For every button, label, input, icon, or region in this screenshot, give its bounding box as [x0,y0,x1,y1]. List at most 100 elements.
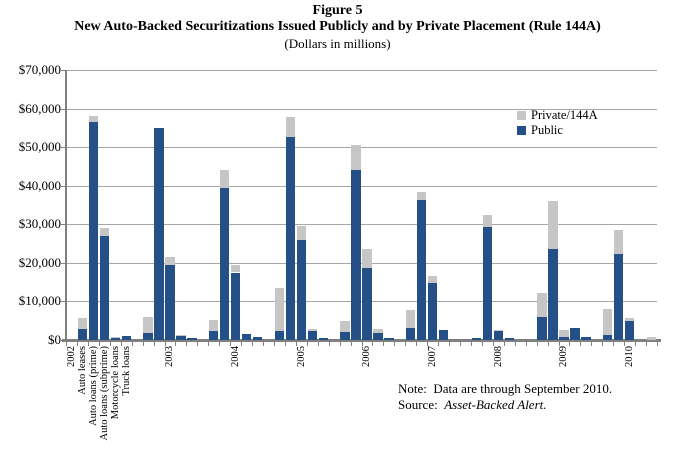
x-label-year-2008: 2008 [492,346,504,367]
x-tick-50 [613,342,614,346]
bar-private144a-2004-auto-leases [209,319,219,332]
figure-number: Figure 5 [312,3,363,18]
x-tick-10 [175,342,176,346]
bar-public-2002-auto-loans-subprime [99,235,110,340]
x-tick-17 [252,342,253,346]
x-tick-30 [394,342,395,346]
gridline-20000 [66,263,657,264]
bar-public-2009-auto-leases [537,316,547,340]
x-label-truck-loans: Truck loans [120,346,132,396]
note-label: Note: [398,381,427,396]
note-source-block: Note: Data are through September 2010. S… [398,381,612,413]
x-tick-29 [383,342,384,346]
x-tick-53 [646,342,647,346]
x-tick-16 [241,342,242,346]
bar-private144a-2003-auto-leases [143,316,153,334]
bar-public-2008-auto-leases [471,338,482,340]
x-tick-44 [548,342,549,346]
x-tick-4 [110,342,111,346]
bar-public-2004-truck-loans [252,336,263,340]
bar-public-2005-truck-loans [318,338,328,340]
bar-public-2005-auto-leases [274,330,285,340]
bar-public-2005-auto-loans-prime [285,137,296,340]
bar-public-2006-auto-loans-subprime [362,267,372,340]
x-tick-27 [362,342,363,346]
bar-private144a-2006-auto-loans-subprime [362,248,372,268]
bar-public-2009-auto-loans-prime [548,249,558,340]
bar-private144a-2002-auto-loans-prime [88,115,99,122]
x-label-year-2004: 2004 [230,346,242,367]
gridline-50000 [66,147,657,148]
x-tick-2 [88,342,89,346]
x-tick-3 [99,342,100,346]
y-tick-20000 [61,263,66,264]
bar-private144a-2009-auto-leases [537,292,547,317]
x-tick-51 [624,342,625,346]
x-tick-15 [230,342,231,346]
bar-public-2004-auto-loans-subprime [230,272,241,340]
bar-private144a-2009-auto-loans-subprime [559,330,569,338]
x-tick-34 [438,342,439,346]
x-tick-31 [405,342,406,346]
x-tick-21 [296,342,297,346]
bar-private144a-2009-auto-loans-prime [548,201,558,250]
bar-private144a-2002-auto-leases [77,317,88,330]
bar-public-2003-auto-leases [143,333,153,340]
bar-private144a-2004-auto-loans-subprime [230,264,241,273]
bar-private144a-2006-motorcycle-loans [373,329,383,334]
bar-public-2006-truck-loans [384,338,394,340]
bar-public-2003-auto-loans-prime [154,127,164,340]
bar-private144a-2008-auto-loans-prime [482,215,493,228]
x-tick-45 [559,342,560,346]
bar-public-2007-motorcycle-loans [438,329,449,340]
x-tick-52 [635,342,636,346]
x-tick-20 [285,342,286,346]
bar-public-2002-auto-leases [77,329,88,340]
bar-public-2003-truck-loans [187,338,197,340]
bar-private144a-2008-auto-loans-subprime [493,329,504,332]
bar-private144a-2007-auto-loans-subprime [427,275,438,283]
bar-private144a-2002-auto-loans-subprime [99,228,110,236]
y-tick-50000 [61,147,66,148]
x-tick-5 [121,342,122,346]
x-tick-9 [165,342,166,346]
bar-private144a-2010-auto-loans-prime [614,230,624,255]
bar-private144a-2010-auto-loans-subprime [624,317,635,321]
bar-public-2003-auto-loans-subprime [165,264,175,340]
x-tick-32 [416,342,417,346]
bar-public-2009-auto-loans-subprime [559,337,569,340]
x-tick-14 [219,342,220,346]
x-tick-36 [460,342,461,346]
gridline-60000 [66,109,657,110]
x-label-year-2005: 2005 [295,346,307,367]
y-axis-label-20000: $20,000 [18,255,61,270]
bar-private144a-2006-auto-leases [340,320,350,332]
x-tick-47 [580,342,581,346]
gridline-30000 [66,224,657,225]
x-tick-38 [482,342,483,346]
x-tick-49 [602,342,603,346]
x-axis-line [62,339,661,342]
x-tick-25 [340,342,341,346]
bar-private144a-2005-auto-loans-subprime [296,226,307,240]
x-tick-19 [274,342,275,346]
y-axis-label-0: $0 [48,332,61,347]
x-label-auto-loans-prime: Auto loans (prime) [87,346,99,426]
x-tick-41 [515,342,516,346]
bar-private144a-2010-auto-leases [603,309,613,335]
note-text: Data are through September 2010. [433,381,613,396]
source-text: Asset-Backed Alert. [444,397,547,412]
bar-public-2002-auto-loans-prime [88,121,99,340]
bar-public-2003-motorcycle-loans [176,334,186,340]
source-label: Source: [398,397,438,412]
bar-public-2010-auto-leases [603,334,613,340]
x-label-year-2003: 2003 [164,346,176,367]
bar-public-2006-auto-loans-prime [351,169,361,340]
y-tick-40000 [61,186,66,187]
x-label-auto-leases: Auto leases [76,346,88,395]
bar-public-2007-auto-leases [406,328,416,340]
private-144a-swatch [517,110,526,120]
gridline-70000 [66,70,657,71]
bar-private144a-2005-auto-loans-prime [285,117,296,138]
